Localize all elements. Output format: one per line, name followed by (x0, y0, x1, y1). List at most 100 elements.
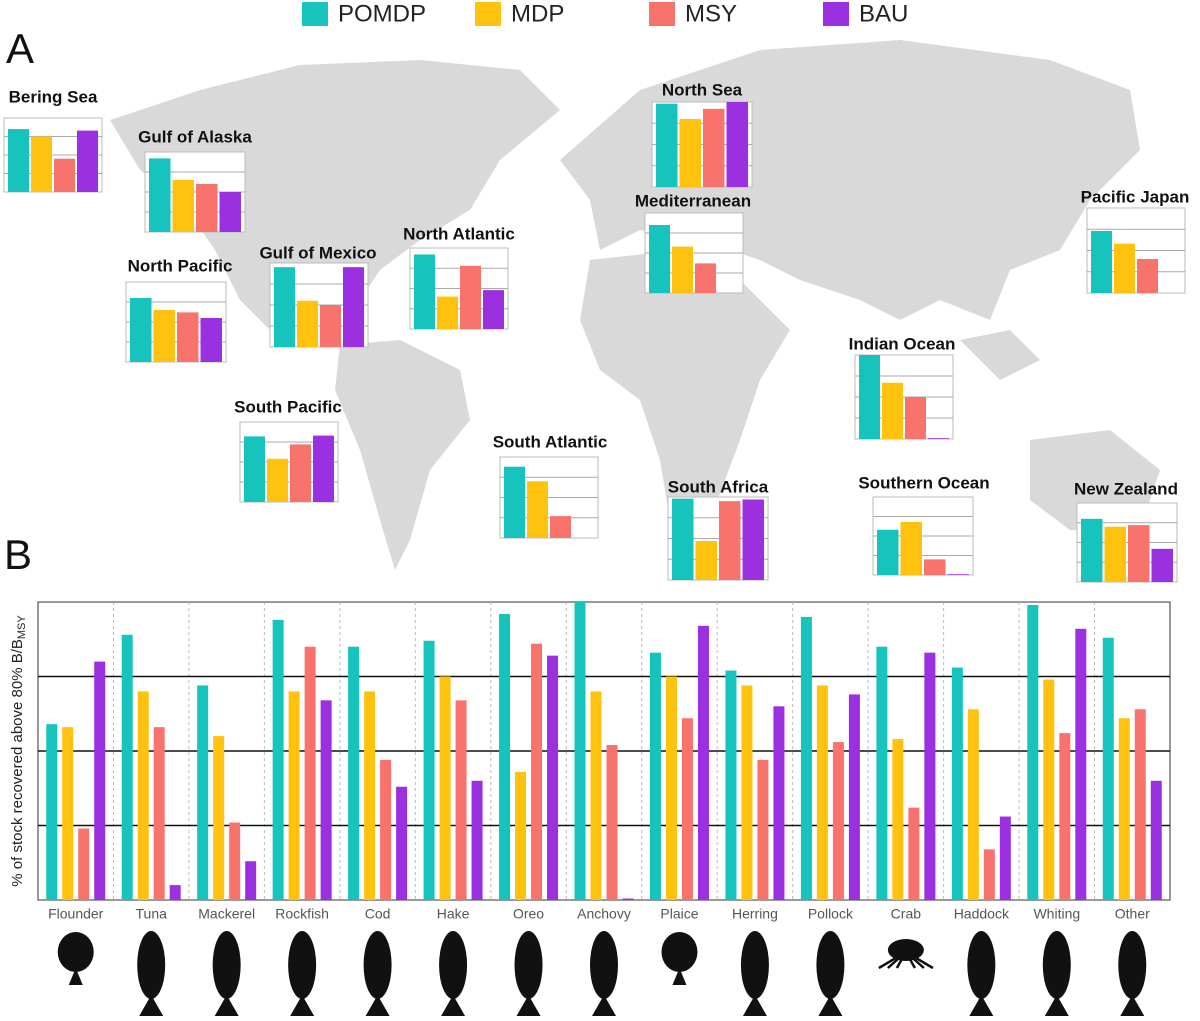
inset-bar (882, 382, 903, 439)
bar (832, 742, 844, 900)
bar (1118, 718, 1130, 900)
bar (606, 745, 618, 900)
inset-bar (719, 501, 741, 580)
inset-bar (1114, 243, 1135, 293)
bar (622, 898, 634, 900)
x-tick-label: Plaice (660, 906, 698, 922)
inset-bar (649, 225, 670, 293)
inset-bar (924, 559, 946, 575)
icon-tail (516, 995, 541, 1016)
icon-body (816, 931, 845, 999)
animal-icon (439, 931, 468, 1016)
icon-leg (895, 951, 907, 969)
inset-bar (947, 574, 969, 575)
bar (213, 736, 225, 900)
panel-label: B (4, 531, 32, 578)
bar (153, 727, 165, 900)
bar (892, 739, 904, 900)
bar (229, 822, 241, 900)
inset-bar (460, 265, 481, 329)
icon-body (514, 931, 543, 999)
animal-icon (288, 931, 317, 1016)
bar (288, 691, 300, 900)
inset-title: Pacific Japan (1081, 187, 1190, 206)
bar (423, 640, 435, 900)
x-tick-label: Whiting (1033, 906, 1080, 922)
y-axis-label: % of stock recovered above 80% B/BMSY (9, 615, 28, 887)
bar (121, 634, 133, 900)
bar (515, 771, 527, 900)
bar (773, 706, 785, 900)
bar (94, 661, 106, 900)
icon-body (887, 939, 924, 961)
icon-tail (68, 968, 83, 985)
inset-bar (244, 436, 265, 502)
bar (439, 676, 451, 900)
bar (197, 685, 209, 900)
x-tick-label: Rockfish (275, 906, 329, 922)
icon-tail (290, 995, 315, 1016)
inset-bar (703, 108, 725, 187)
inset-title: Mediterranean (635, 191, 751, 210)
y-axis-label-subscript: MSY (16, 615, 28, 640)
bar (1043, 679, 1055, 900)
inset-bar (196, 184, 218, 232)
inset-title: Southern Ocean (858, 473, 989, 492)
legend-label: MDP (511, 0, 564, 27)
animal-icon (878, 939, 934, 970)
inset-bar (877, 529, 899, 575)
icon-tail (969, 995, 994, 1016)
bar (800, 616, 812, 900)
x-tick-label: Cod (365, 906, 391, 922)
inset-bar (274, 267, 295, 347)
bar (1027, 604, 1039, 900)
bar (574, 602, 586, 900)
bar (169, 885, 181, 900)
icon-tail (139, 995, 164, 1016)
inset-bar (726, 102, 748, 187)
bar (364, 691, 376, 900)
inset-title: Gulf of Alaska (138, 127, 252, 146)
bar (908, 807, 920, 900)
y-axis-label-text: % of stock recovered above 80% B/B (9, 639, 26, 887)
inset-bar (297, 300, 318, 347)
inset-bar (290, 444, 311, 502)
inset-bar (527, 481, 548, 538)
inset-bar (1104, 526, 1126, 582)
icon-tail (214, 995, 239, 1016)
inset-bar (695, 263, 716, 293)
icon-tail (672, 968, 687, 985)
bar (983, 849, 995, 900)
bar (999, 816, 1011, 900)
legend-label: BAU (859, 0, 908, 27)
inset-bar (928, 438, 949, 439)
bar (396, 786, 408, 900)
icon-body (967, 931, 996, 999)
inset-bar (695, 540, 717, 580)
inset-bar (483, 290, 504, 329)
inset-bar (550, 516, 571, 538)
bar (967, 709, 979, 900)
icon-body (137, 931, 166, 999)
bar (665, 676, 677, 900)
inset-title: Gulf of Mexico (259, 243, 376, 262)
x-tick-label: Oreo (513, 906, 544, 922)
x-tick-label: Flounder (48, 906, 104, 922)
bar (1150, 780, 1162, 900)
inset-bar (267, 458, 288, 502)
inset-title: New Zealand (1074, 479, 1178, 498)
x-tick-label: Tuna (136, 906, 168, 922)
bar (320, 700, 332, 900)
bar (1134, 709, 1146, 900)
bar (499, 613, 511, 900)
animal-icon (740, 931, 769, 1016)
inset-bar (905, 397, 926, 439)
animal-icon (661, 932, 698, 985)
animal-icon (57, 932, 94, 985)
inset-bar (8, 129, 29, 192)
bar (78, 828, 90, 900)
bar (1075, 628, 1087, 900)
animal-icon (137, 931, 166, 1016)
inset-title: South Pacific (234, 397, 342, 416)
bar (649, 652, 661, 900)
